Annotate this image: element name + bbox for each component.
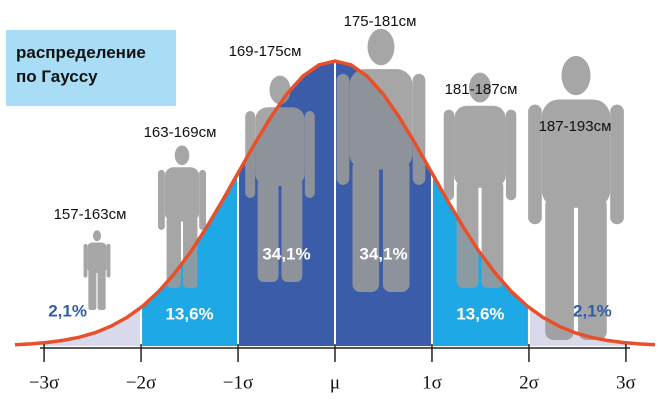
person-arm	[199, 169, 207, 230]
person-torso	[454, 105, 506, 188]
bell-curve	[14, 59, 656, 347]
person-torso	[255, 107, 305, 186]
person-head	[174, 145, 190, 166]
person	[336, 28, 426, 292]
person	[157, 145, 207, 288]
person-leg	[281, 178, 303, 282]
person-head	[269, 75, 291, 105]
person-arm	[443, 109, 455, 201]
person-head	[92, 230, 102, 242]
person-arm	[83, 243, 88, 278]
person-torso	[164, 167, 200, 222]
range-label: 169-175см	[229, 43, 302, 60]
person-head	[468, 72, 492, 103]
person-torso	[541, 99, 611, 208]
x-tick-label: −3σ	[29, 372, 59, 393]
person-torso	[87, 242, 107, 273]
person-leg	[382, 160, 410, 292]
chart-title: распределение по Гауссу	[6, 30, 176, 106]
x-tick-label: 3σ	[616, 372, 636, 393]
value-label: 34,1%	[262, 244, 310, 263]
person-leg	[257, 178, 279, 282]
x-tick-label: −1σ	[223, 372, 253, 393]
x-tick-label: μ	[330, 372, 340, 393]
segment	[44, 307, 142, 346]
person-arm	[505, 109, 517, 201]
person-leg	[166, 216, 181, 288]
person-head	[367, 28, 395, 66]
value-label: 34,1%	[359, 244, 407, 263]
person-head	[561, 55, 591, 96]
range-label: 163-169см	[144, 124, 217, 141]
person-leg	[545, 197, 574, 340]
person-leg	[88, 270, 97, 310]
value-label: 2,1%	[48, 301, 87, 320]
person-arm	[528, 104, 542, 225]
value-label: 13,6%	[165, 304, 213, 323]
person-leg	[352, 160, 380, 292]
person-arm	[336, 73, 350, 185]
range-label: 181-187см	[445, 81, 518, 98]
person-arm	[610, 104, 624, 225]
person	[528, 55, 624, 340]
person-leg	[578, 197, 607, 340]
person-arm	[304, 111, 315, 198]
person-leg	[97, 270, 106, 310]
person	[245, 75, 315, 282]
person-arm	[412, 73, 426, 185]
value-label: 2,1%	[573, 301, 612, 320]
person-torso	[349, 69, 413, 170]
x-tick-label: −2σ	[126, 372, 156, 393]
x-tick-label: 1σ	[422, 372, 442, 393]
range-label: 187-193см	[539, 118, 612, 135]
person-arm	[157, 169, 165, 230]
range-label: 157-163см	[54, 206, 127, 223]
x-tick-label: 2σ	[519, 372, 539, 393]
person	[83, 230, 111, 310]
person-arm	[106, 243, 111, 278]
range-label: 175-181см	[344, 13, 417, 30]
value-label: 13,6%	[456, 304, 504, 323]
